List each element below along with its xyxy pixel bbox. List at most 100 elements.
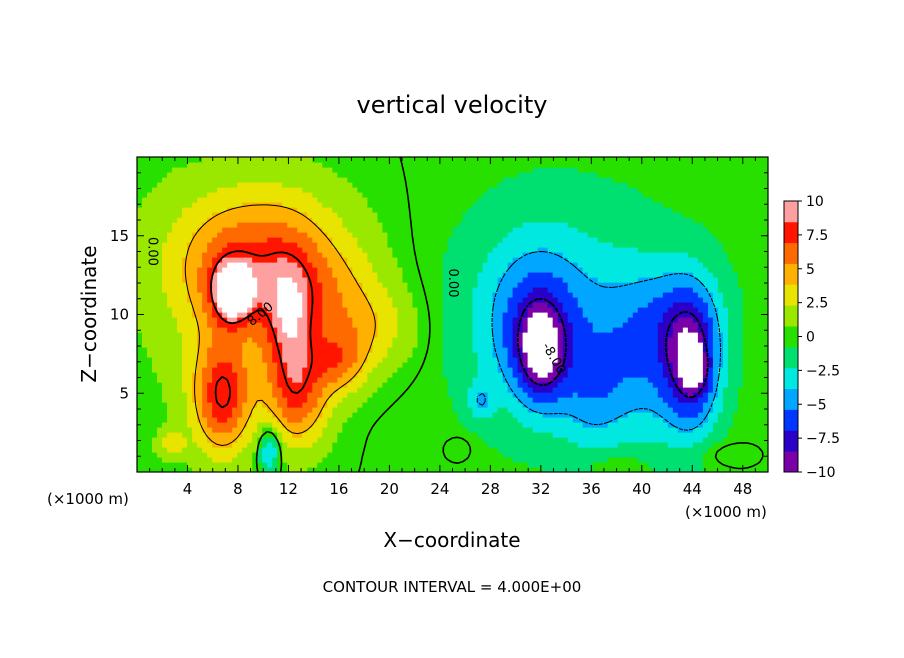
heatmap-cell [192, 322, 198, 328]
heatmap-cell [542, 322, 549, 328]
heatmap-cell [182, 352, 188, 358]
heatmap-cell [727, 417, 734, 423]
heatmap-cell [177, 272, 183, 278]
heatmap-cell [307, 387, 313, 393]
heatmap-cell [497, 387, 504, 393]
heatmap-cell [152, 317, 158, 323]
heatmap-cell [527, 417, 534, 423]
heatmap-cell [687, 457, 694, 463]
heatmap-cell [552, 287, 559, 293]
heatmap-cell [617, 432, 624, 438]
heatmap-cell [727, 407, 734, 413]
heatmap-cell [327, 332, 333, 338]
heatmap-cell [682, 302, 689, 308]
heatmap-cell [552, 312, 559, 318]
heatmap-cell [517, 337, 524, 343]
heatmap-cell [162, 467, 168, 472]
heatmap-cell [402, 312, 409, 318]
heatmap-cell [272, 277, 278, 283]
heatmap-cell [487, 372, 494, 378]
heatmap-cell [557, 352, 564, 358]
heatmap-cell [267, 277, 273, 283]
heatmap-cell [607, 427, 614, 433]
heatmap-cell [487, 402, 494, 408]
heatmap-cell [472, 352, 479, 358]
heatmap-cell [412, 327, 419, 333]
heatmap-cell [247, 377, 253, 383]
heatmap-cell [407, 317, 414, 323]
heatmap-cell [657, 447, 664, 453]
heatmap-cell [442, 412, 449, 418]
heatmap-cell [532, 437, 539, 443]
heatmap-cell [647, 437, 654, 443]
heatmap-cell [577, 357, 584, 363]
heatmap-cell [167, 422, 173, 428]
heatmap-cell [632, 462, 639, 468]
heatmap-cell [147, 377, 153, 383]
heatmap-cell [252, 452, 258, 458]
heatmap-cell [572, 362, 579, 368]
heatmap-cell [417, 337, 424, 343]
heatmap-cell [202, 312, 208, 318]
heatmap-cell [737, 307, 744, 313]
heatmap-cell [607, 327, 614, 333]
heatmap-cell [552, 462, 559, 468]
heatmap-cell [357, 367, 363, 373]
heatmap-cell [587, 467, 594, 472]
heatmap-cell [732, 462, 739, 468]
heatmap-cell [312, 452, 318, 458]
heatmap-cell [617, 327, 624, 333]
heatmap-cell [322, 457, 328, 463]
heatmap-cell [227, 442, 233, 448]
heatmap-cell [367, 432, 373, 438]
heatmap-cell [487, 452, 494, 458]
heatmap-cell [582, 307, 589, 313]
heatmap-cell [277, 367, 283, 373]
heatmap-cell [402, 437, 409, 443]
heatmap-cell [597, 307, 604, 313]
heatmap-cell [517, 417, 524, 423]
heatmap-cell [437, 277, 444, 283]
heatmap-cell [437, 402, 444, 408]
heatmap-cell [487, 307, 494, 313]
heatmap-cell [182, 462, 188, 468]
heatmap-cell [267, 272, 273, 278]
heatmap-cell [542, 287, 549, 293]
heatmap-cell [237, 322, 243, 328]
heatmap-cell [557, 467, 564, 472]
heatmap-cell [757, 382, 764, 388]
heatmap-cell [497, 322, 504, 328]
heatmap-cell [617, 407, 624, 413]
heatmap-cell [182, 412, 188, 418]
heatmap-cell [407, 332, 414, 338]
heatmap-cell [577, 467, 584, 472]
heatmap-cell [202, 287, 208, 293]
heatmap-cell [422, 322, 429, 328]
heatmap-cell [372, 417, 378, 423]
heatmap-cell [192, 427, 198, 433]
heatmap-cell [722, 442, 729, 448]
heatmap-cell [547, 397, 554, 403]
heatmap-cell [747, 402, 754, 408]
heatmap-cell [347, 302, 353, 308]
heatmap-cell [282, 297, 288, 303]
heatmap-cell [427, 437, 434, 443]
heatmap-cell [687, 327, 694, 333]
heatmap-cell [227, 302, 233, 308]
heatmap-cell [692, 442, 699, 448]
heatmap-cell [657, 292, 664, 298]
heatmap-cell [657, 422, 664, 428]
heatmap-cell [677, 417, 684, 423]
heatmap-cell [357, 377, 363, 383]
heatmap-cell [747, 362, 754, 368]
heatmap-cell [272, 437, 278, 443]
heatmap-cell [167, 457, 173, 463]
heatmap-cell [597, 457, 604, 463]
heatmap-cell [522, 332, 529, 338]
heatmap-cell [397, 307, 404, 313]
heatmap-cell [657, 392, 664, 398]
heatmap-cell [212, 352, 218, 358]
heatmap-cell [437, 387, 444, 393]
heatmap-cell [532, 417, 539, 423]
heatmap-cell [247, 367, 253, 373]
